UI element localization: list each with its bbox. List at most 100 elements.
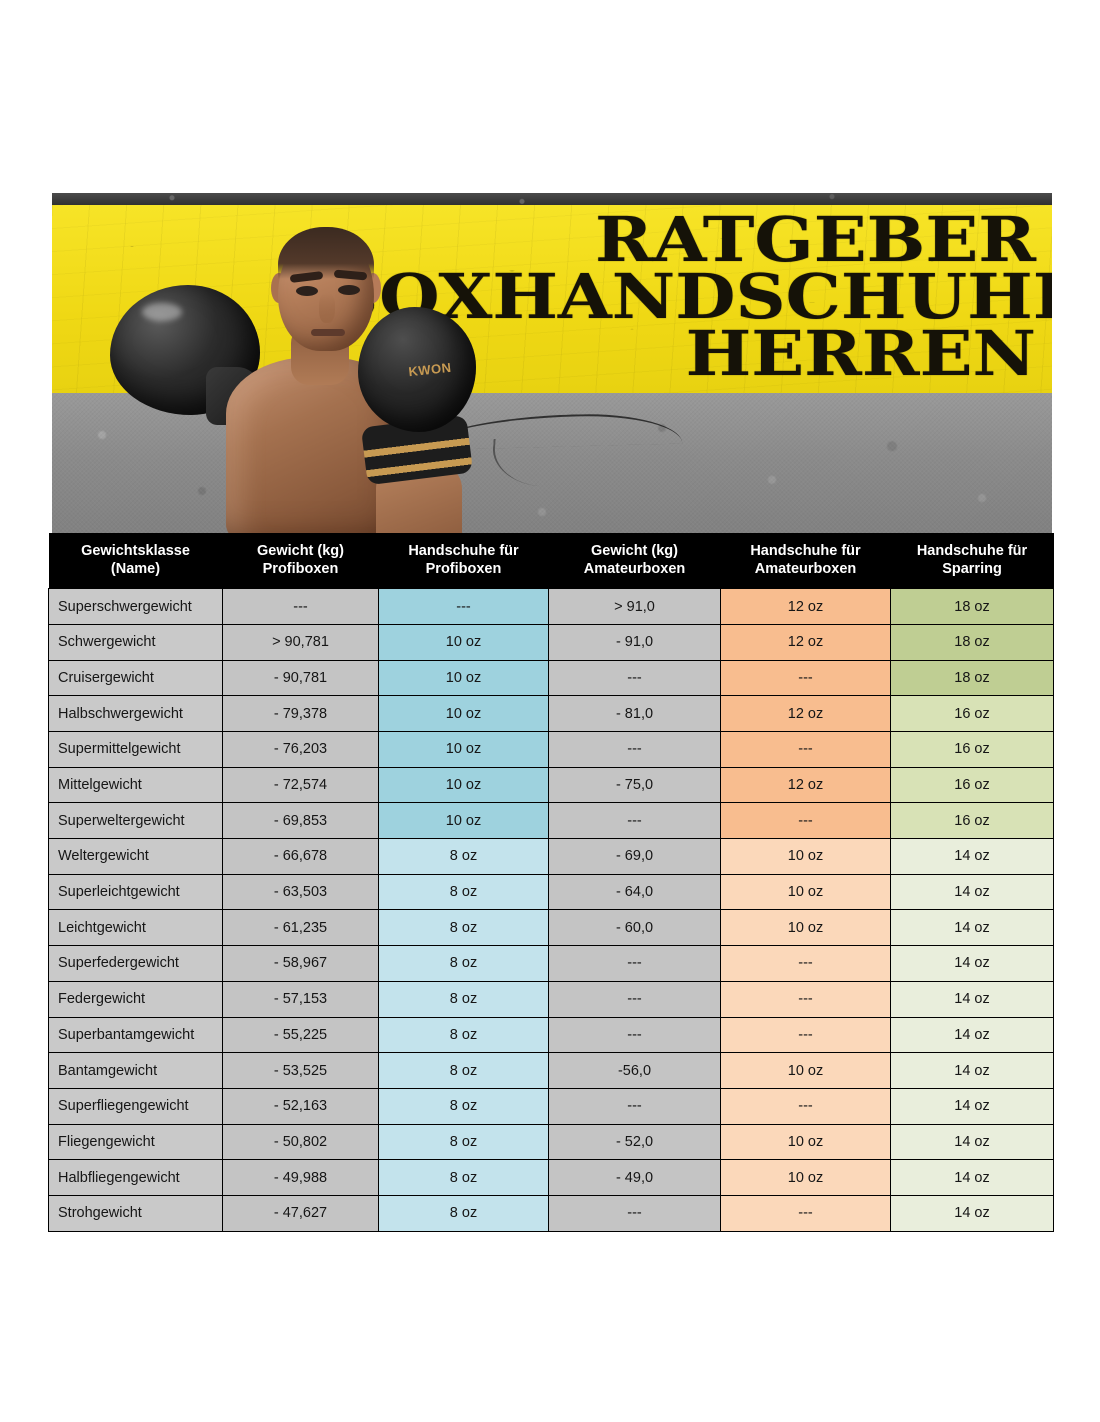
table-row: Mittelgewicht - 72,574 10 oz - 75,0 12 oz 16 …	[48, 766, 1054, 804]
header-banner: RATGEBER BOXHANDSCHUHE HERREN KWON	[52, 193, 1052, 533]
cell-amateur-gloves: 12 oz	[720, 588, 891, 625]
weight-class-table-wrapper: PROFESSIONAL KWON BOXING PROFESSIONAL Ge…	[48, 533, 1054, 1232]
col-header-pro-weight-l1: Gewicht (kg)	[256, 543, 344, 559]
col-header-spar-gloves-l1: Handschuhe für	[916, 543, 1028, 559]
cell-weight-class-name: Halbfliegengewicht	[48, 1159, 223, 1196]
col-header-am-weight-l1: Gewicht (kg)	[590, 543, 678, 559]
cell-sparring-gloves: 14 oz	[890, 838, 1054, 875]
cell-pro-weight: - 79,378	[222, 695, 379, 732]
cell-pro-gloves: 8 oz	[378, 1123, 549, 1161]
glove-brand-label: KWON	[407, 359, 453, 380]
cell-sparring-gloves: 14 oz	[890, 1159, 1054, 1196]
table-header-row: Gewichtsklasse (Name) Gewicht (kg) Profi…	[48, 533, 1054, 589]
table-row: Leichtgewicht - 61,235 8 oz - 60,0 10 oz 14 o…	[48, 909, 1054, 947]
cell-sparring-gloves: 14 oz	[890, 1016, 1054, 1054]
cell-weight-class-name: Superweltergewicht	[48, 802, 223, 840]
col-header-am-weight-l2: Amateurboxen	[583, 561, 686, 578]
cell-weight-class-name: Mittelgewicht	[48, 766, 223, 804]
cell-amateur-weight: ---	[548, 1194, 721, 1232]
table-row: Halbschwergewicht - 79,378 10 oz - 81,0 12 o…	[48, 695, 1054, 732]
cell-amateur-weight: - 69,0	[548, 838, 721, 875]
cell-amateur-weight: ---	[548, 731, 721, 768]
cell-weight-class-name: Superfliegengewicht	[48, 1087, 223, 1125]
col-header-spar-gloves-l2: Sparring	[942, 561, 1002, 578]
boxer-hair	[278, 227, 374, 279]
cell-amateur-weight: - 49,0	[548, 1159, 721, 1196]
boxer-mouth	[311, 329, 345, 336]
cell-pro-weight: - 61,235	[222, 909, 379, 947]
cell-amateur-gloves: ---	[720, 659, 891, 697]
table-row: Schwergewicht > 90,781 10 oz - 91,0 12 oz 18 …	[48, 623, 1054, 661]
cell-weight-class-name: Superleichtgewicht	[48, 873, 223, 911]
col-header-am-gloves: Handschuhe für Amateurboxen	[720, 533, 891, 589]
cell-pro-gloves: 8 oz	[378, 909, 549, 947]
table-row: Superschwergewicht --- --- > 91,0 12 oz 18 oz	[48, 588, 1054, 625]
cell-pro-gloves: ---	[378, 588, 549, 625]
cell-amateur-gloves: ---	[720, 802, 891, 840]
banner-top-strip	[52, 193, 1052, 205]
col-header-spar-gloves: Handschuhe für Sparring	[890, 533, 1054, 589]
cell-amateur-weight: - 64,0	[548, 873, 721, 911]
cell-amateur-gloves: 10 oz	[720, 1123, 891, 1161]
cell-amateur-gloves: ---	[720, 980, 891, 1018]
cell-pro-weight: - 50,802	[222, 1123, 379, 1161]
cell-weight-class-name: Halbschwergewicht	[48, 695, 223, 732]
cell-pro-gloves: 8 oz	[378, 1194, 549, 1232]
cell-sparring-gloves: 16 oz	[890, 695, 1054, 732]
col-header-am-weight: Gewicht (kg) Amateurboxen	[548, 533, 721, 589]
cell-amateur-weight: - 81,0	[548, 695, 721, 732]
cell-pro-gloves: 8 oz	[378, 838, 549, 875]
cell-pro-gloves: 10 oz	[378, 731, 549, 768]
cell-pro-weight: - 72,574	[222, 766, 379, 804]
col-header-weightclass-l1: Gewichtsklasse	[81, 543, 190, 559]
table-row: Superfliegengewicht - 52,163 8 oz --- --- 14 …	[48, 1087, 1054, 1125]
cell-sparring-gloves: 14 oz	[890, 873, 1054, 911]
cell-pro-weight: - 57,153	[222, 980, 379, 1018]
cell-pro-weight: ---	[222, 588, 379, 625]
cell-sparring-gloves: 18 oz	[890, 659, 1054, 697]
table-row: Supermittelgewicht - 76,203 10 oz --- --- 16 …	[48, 731, 1054, 768]
cell-sparring-gloves: 14 oz	[890, 1194, 1054, 1232]
cell-pro-weight: - 66,678	[222, 838, 379, 875]
cell-weight-class-name: Strohgewicht	[48, 1194, 223, 1232]
table-row: Weltergewicht - 66,678 8 oz - 69,0 10 oz 14 o…	[48, 838, 1054, 875]
cell-amateur-gloves: ---	[720, 945, 891, 982]
col-header-am-gloves-l2: Amateurboxen	[754, 561, 857, 578]
cell-sparring-gloves: 14 oz	[890, 1052, 1054, 1089]
cell-amateur-gloves: 12 oz	[720, 766, 891, 804]
cell-sparring-gloves: 14 oz	[890, 980, 1054, 1018]
cell-sparring-gloves: 16 oz	[890, 802, 1054, 840]
cell-sparring-gloves: 18 oz	[890, 588, 1054, 625]
cell-amateur-weight: > 91,0	[548, 588, 721, 625]
cell-pro-gloves: 8 oz	[378, 873, 549, 911]
cell-sparring-gloves: 14 oz	[890, 1123, 1054, 1161]
table-row: Superfedergewicht - 58,967 8 oz --- --- 14 oz	[48, 945, 1054, 982]
col-header-weightclass-l2: (Name)	[110, 561, 161, 578]
table-body: Superschwergewicht --- --- > 91,0 12 oz 18 oz…	[48, 588, 1054, 1232]
cell-pro-gloves: 8 oz	[378, 1159, 549, 1196]
cell-pro-gloves: 8 oz	[378, 945, 549, 982]
cell-weight-class-name: Supermittelgewicht	[48, 731, 223, 768]
cell-pro-weight: - 55,225	[222, 1016, 379, 1054]
cell-sparring-gloves: 14 oz	[890, 909, 1054, 947]
cell-weight-class-name: Schwergewicht	[48, 623, 223, 661]
cell-amateur-gloves: 10 oz	[720, 1052, 891, 1089]
cell-amateur-gloves: ---	[720, 731, 891, 768]
table-row: Halbfliegengewicht - 49,988 8 oz - 49,0 10 o…	[48, 1159, 1054, 1196]
cell-pro-weight: - 58,967	[222, 945, 379, 982]
cell-pro-weight: - 47,627	[222, 1194, 379, 1232]
cell-pro-gloves: 10 oz	[378, 659, 549, 697]
cell-amateur-gloves: ---	[720, 1194, 891, 1232]
cell-sparring-gloves: 16 oz	[890, 731, 1054, 768]
table-row: Fliegengewicht - 50,802 8 oz - 52,0 10 oz 14 …	[48, 1123, 1054, 1161]
cell-weight-class-name: Cruisergewicht	[48, 659, 223, 697]
cell-weight-class-name: Fliegengewicht	[48, 1123, 223, 1161]
col-header-am-gloves-l1: Handschuhe für	[750, 543, 861, 559]
cell-weight-class-name: Bantamgewicht	[48, 1052, 223, 1089]
cell-sparring-gloves: 18 oz	[890, 623, 1054, 661]
cell-sparring-gloves: 16 oz	[890, 766, 1054, 804]
cell-amateur-weight: ---	[548, 802, 721, 840]
cell-pro-gloves: 10 oz	[378, 802, 549, 840]
cell-sparring-gloves: 14 oz	[890, 1087, 1054, 1125]
cell-amateur-gloves: 12 oz	[720, 695, 891, 732]
